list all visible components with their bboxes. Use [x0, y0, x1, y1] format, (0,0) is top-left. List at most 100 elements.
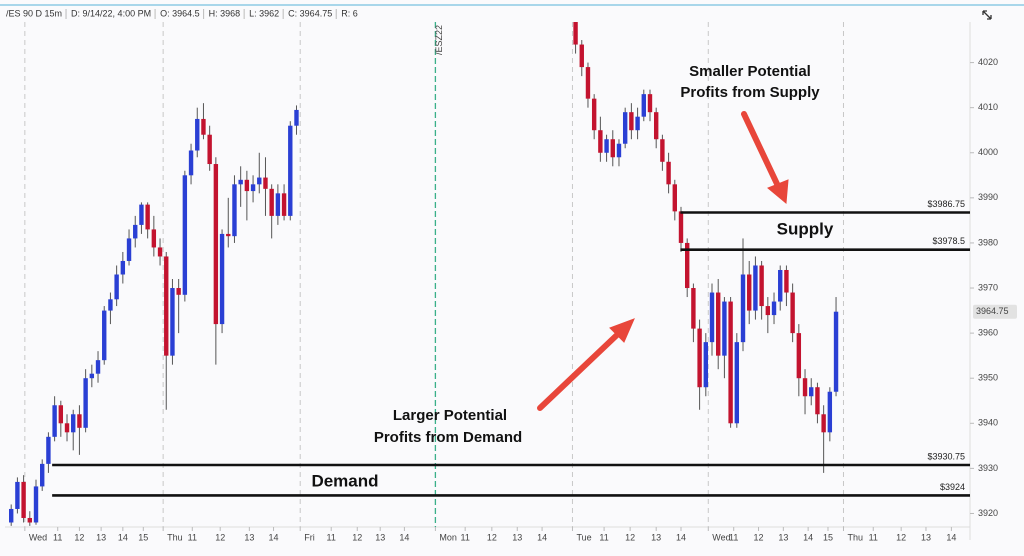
y-tick-label: 4020	[978, 57, 998, 67]
arrow	[537, 318, 635, 411]
y-tick-label: 3980	[978, 237, 998, 247]
candle-body	[263, 177, 268, 189]
candle-body	[635, 116, 640, 131]
candle-body	[164, 256, 169, 356]
candle-body	[89, 373, 95, 379]
candle-body	[709, 292, 715, 343]
candle-body	[33, 486, 39, 523]
candle-body	[778, 269, 783, 302]
x-tick-label: 13	[778, 532, 788, 542]
x-tick-label: 13	[96, 532, 106, 542]
grid: /ESZ22	[24, 22, 844, 527]
candle-body	[188, 150, 194, 176]
legend-item: H: 3968	[209, 8, 241, 18]
demand-note: Larger Potential	[393, 407, 507, 424]
candle-body	[796, 333, 802, 379]
candle-body	[684, 242, 690, 289]
x-tick-label: 14	[118, 532, 128, 542]
x-tick-label: 13	[921, 532, 931, 542]
x-tick-label: 15	[138, 532, 148, 542]
candle-body	[226, 233, 231, 237]
legend-item: O: 3964.5	[160, 8, 200, 18]
y-tick-label: 3920	[978, 508, 998, 518]
x-tick-label: 12	[896, 532, 906, 542]
candle-body	[653, 112, 659, 140]
candle-body	[784, 269, 789, 293]
candle-body	[604, 139, 609, 153]
candle-body	[58, 405, 64, 424]
candle-body	[46, 436, 51, 464]
levels: $3986.75 $3978.5 $3930.75 $3924	[52, 199, 970, 497]
y-tick-label: 3940	[978, 418, 998, 428]
supply-note: Profits from Supply	[680, 84, 820, 101]
y-tick-label: 3960	[978, 327, 998, 337]
candle-body	[207, 134, 212, 165]
candle-body	[139, 204, 144, 225]
x-tick-label: 12	[754, 532, 764, 542]
candle-body	[83, 378, 88, 428]
candle-body	[182, 175, 188, 295]
arrow-shaft	[741, 111, 781, 189]
last-price-box	[973, 304, 1017, 319]
x-tick-label: 14	[803, 532, 813, 542]
x-tick-label: 13	[651, 532, 661, 542]
x-tick-label: Mon	[439, 532, 457, 542]
candle-body	[765, 306, 771, 316]
x-tick-label: 12	[215, 532, 225, 542]
candle-body	[697, 328, 702, 388]
supply-label: Supply	[777, 219, 834, 238]
candle-body	[120, 260, 126, 275]
x-tick-label: 13	[375, 532, 385, 542]
candle-body	[716, 292, 721, 356]
y-tick-label: 3970	[978, 282, 998, 292]
candle-body	[610, 139, 615, 158]
axes: 3920 3930 3940 3950 3960 3970 3980 3990 4000 4010…	[24, 57, 1017, 542]
candle-body	[294, 109, 299, 126]
x-tick-label: 14	[269, 532, 279, 542]
legend-item: L: 3962	[249, 8, 279, 18]
candle-body	[288, 125, 293, 216]
candle-body	[201, 118, 206, 135]
x-tick-label: Wed	[29, 532, 47, 542]
legend-item: C: 3964.75	[288, 8, 332, 18]
candle-body	[102, 310, 107, 361]
candle-body	[703, 342, 709, 388]
x-tick-label: 12	[625, 532, 635, 542]
x-tick-label: 11	[461, 532, 470, 542]
arrow	[741, 111, 789, 204]
candle-body	[250, 184, 256, 192]
candle-body	[616, 143, 622, 158]
x-tick-label: Fri	[304, 532, 315, 542]
level-label: $3930.75	[927, 451, 965, 461]
demand-note: Profits from Demand	[374, 429, 522, 446]
candle-body	[77, 414, 82, 428]
x-tick-label: Tue	[576, 532, 591, 542]
x-tick-label: Wed	[712, 532, 730, 542]
candle-body	[827, 391, 833, 433]
expand-icon[interactable]	[982, 10, 992, 20]
contract-roll-label: /ESZ22	[434, 25, 444, 55]
x-tick-label: 15	[823, 532, 833, 542]
candle-body	[71, 414, 76, 433]
expand-icon-glyph[interactable]	[982, 10, 992, 20]
candle-body	[585, 67, 591, 99]
x-tick-label: 11	[188, 532, 197, 542]
candle-body	[622, 112, 628, 144]
candle-body	[747, 274, 752, 311]
candles	[9, 22, 839, 526]
candle-body	[40, 463, 45, 487]
last-price-label: 3964.75	[976, 306, 1009, 316]
candle-body	[802, 378, 808, 397]
y-tick-label: 3930	[978, 463, 998, 473]
candle-body	[740, 274, 746, 343]
x-tick-label: 11	[599, 532, 608, 542]
arrow-head	[767, 179, 789, 204]
supply-note: Smaller Potential	[689, 63, 811, 80]
legend-item: R: 6	[341, 8, 358, 18]
x-tick-label: 11	[869, 532, 878, 542]
candle-body	[170, 288, 175, 356]
candle-body	[666, 161, 671, 185]
candle-body	[232, 184, 237, 237]
candle-body	[598, 130, 603, 153]
x-tick-label: 14	[537, 532, 547, 542]
